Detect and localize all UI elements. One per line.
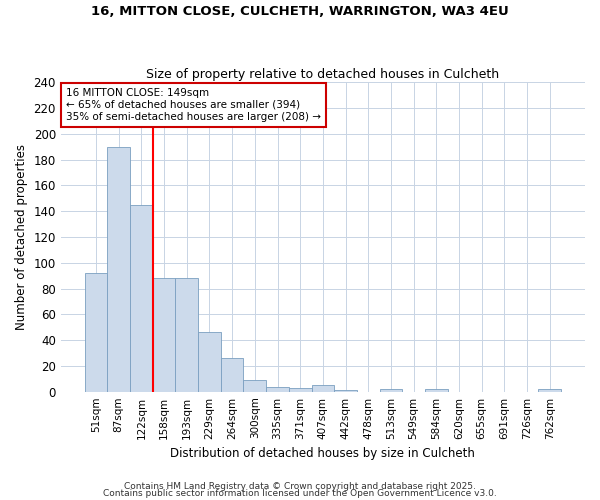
Bar [334,390,357,392]
Bar [130,204,152,392]
Text: Contains public sector information licensed under the Open Government Licence v3: Contains public sector information licen… [103,489,497,498]
Bar [107,146,130,392]
Bar [425,389,448,392]
Bar [152,278,175,392]
Text: 16, MITTON CLOSE, CULCHETH, WARRINGTON, WA3 4EU: 16, MITTON CLOSE, CULCHETH, WARRINGTON, … [91,5,509,18]
Bar [538,389,561,392]
Bar [289,388,311,392]
Bar [266,386,289,392]
Text: 16 MITTON CLOSE: 149sqm
← 65% of detached houses are smaller (394)
35% of semi-d: 16 MITTON CLOSE: 149sqm ← 65% of detache… [66,88,321,122]
Text: Contains HM Land Registry data © Crown copyright and database right 2025.: Contains HM Land Registry data © Crown c… [124,482,476,491]
Bar [244,380,266,392]
Y-axis label: Number of detached properties: Number of detached properties [15,144,28,330]
Bar [221,358,244,392]
Title: Size of property relative to detached houses in Culcheth: Size of property relative to detached ho… [146,68,499,81]
Bar [198,332,221,392]
Bar [311,385,334,392]
Bar [175,278,198,392]
Bar [85,273,107,392]
Bar [380,389,403,392]
X-axis label: Distribution of detached houses by size in Culcheth: Distribution of detached houses by size … [170,447,475,460]
